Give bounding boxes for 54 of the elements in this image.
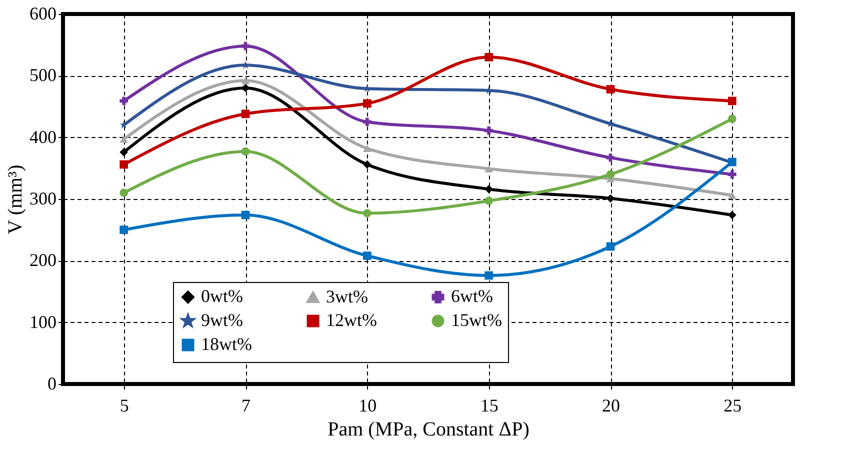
point [120, 120, 128, 128]
legend-label: 3wt% [326, 286, 368, 306]
point [120, 160, 128, 169]
point [241, 210, 250, 220]
legend-label: 6wt% [451, 286, 493, 306]
point [120, 136, 128, 143]
point [728, 96, 736, 106]
point [484, 126, 494, 135]
y-tick-label: 0 [48, 374, 56, 394]
x-axis-title: Pam (MPa, Constant ΔP) [328, 418, 530, 440]
point [484, 165, 494, 172]
point [606, 170, 615, 179]
point [362, 209, 372, 218]
x-tick-label: 25 [724, 396, 742, 416]
point [362, 118, 372, 126]
point [120, 188, 128, 198]
y-tick-label: 400 [30, 126, 56, 147]
point [484, 271, 494, 280]
y-tick-label: 500 [30, 65, 56, 86]
point [241, 110, 250, 118]
point [728, 170, 736, 179]
point [484, 196, 494, 206]
y-tick-label: 600 [30, 4, 56, 24]
point [728, 114, 736, 124]
point [362, 99, 372, 108]
point [606, 85, 615, 94]
point [728, 192, 736, 199]
point [484, 52, 494, 62]
x-tick-label: 10 [358, 396, 377, 416]
point [120, 96, 128, 106]
legend-label: 15wt% [451, 310, 502, 330]
point [362, 160, 372, 169]
legend-label: 0wt% [201, 286, 243, 306]
point [362, 144, 372, 152]
y-tick-label: 100 [30, 312, 56, 332]
x-tick-label: 7 [242, 396, 250, 416]
point [362, 252, 372, 260]
y-tick-label: 300 [30, 188, 56, 208]
point [484, 184, 494, 194]
point [120, 226, 128, 234]
x-tick-label: 15 [480, 396, 498, 416]
point [241, 147, 250, 156]
legend-label: 9wt% [201, 310, 243, 330]
point [606, 154, 615, 162]
y-tick-label: 200 [30, 250, 56, 270]
legend-label: 12wt% [326, 310, 377, 330]
x-tick-label: 5 [120, 396, 129, 416]
x-tick-label: 20 [602, 396, 620, 416]
legend-label: 18wt% [201, 334, 252, 354]
y-axis-title: V (mm³) [4, 164, 26, 234]
point [606, 242, 615, 251]
point [241, 76, 250, 84]
point [242, 61, 250, 69]
point [120, 148, 128, 156]
